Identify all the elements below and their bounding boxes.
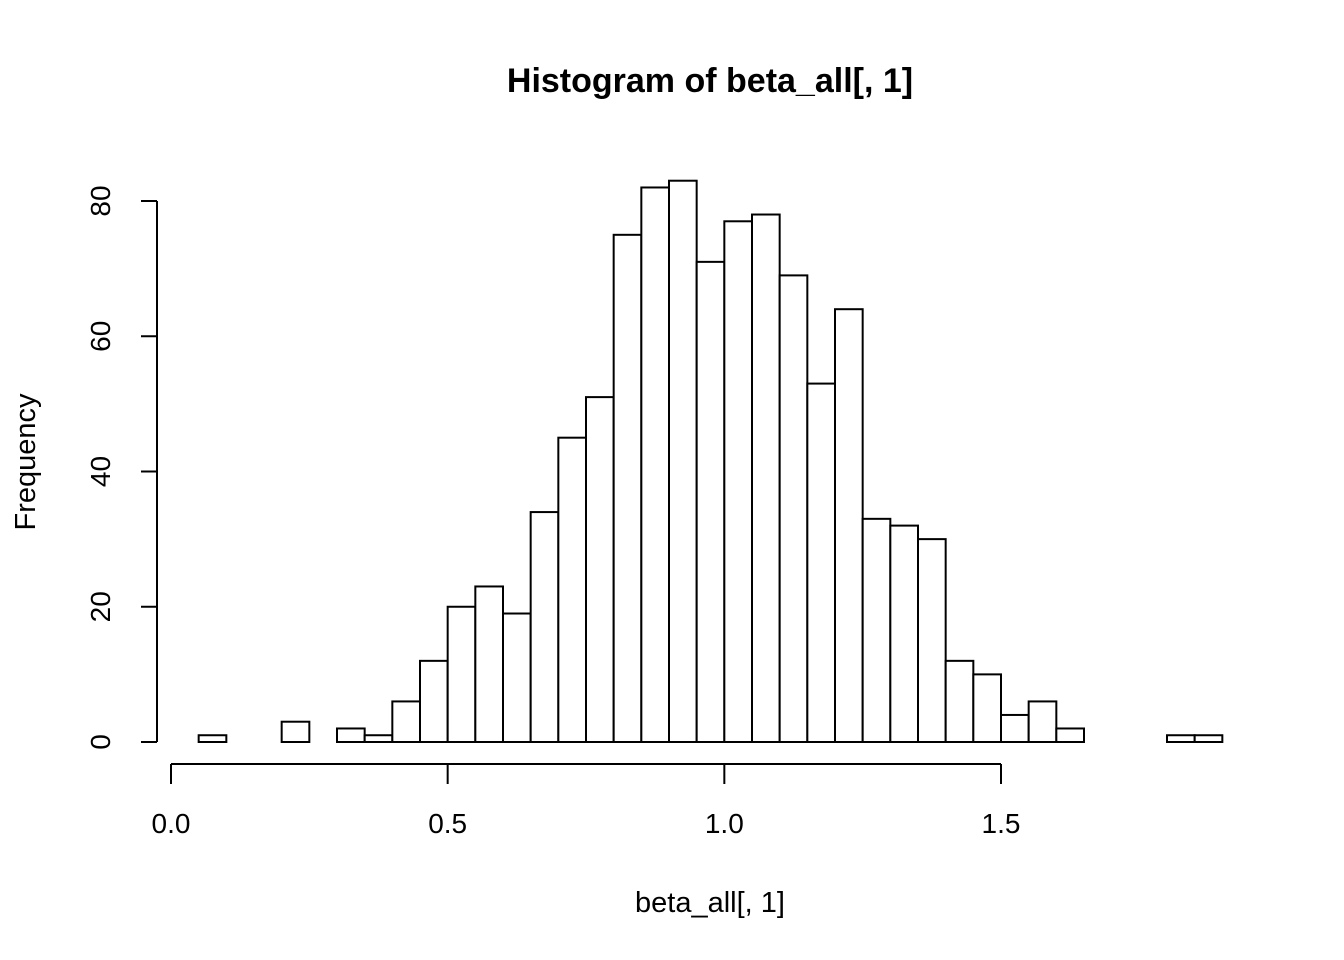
- histogram-bar: [1055, 727, 1086, 743]
- y-axis: 0 20 40 60 80: [85, 185, 158, 750]
- x-tick-label: 1.0: [705, 808, 744, 839]
- chart-title: Histogram of beta_all[, 1]: [507, 62, 913, 100]
- histogram-bar: [695, 260, 726, 743]
- histogram-bar: [751, 213, 781, 743]
- y-ticks: 0 20 40 60 80: [85, 185, 157, 750]
- histogram-bar: [474, 585, 505, 744]
- histogram-bar: [612, 233, 643, 743]
- x-axis-label: beta_all[, 1]: [635, 887, 785, 919]
- histogram-bar: [668, 179, 698, 743]
- y-tick-label: 0: [85, 734, 116, 750]
- histogram-bar: [972, 673, 1002, 743]
- histogram-bar: [502, 612, 532, 744]
- y-tick-label: 40: [85, 456, 116, 487]
- histogram-bar: [889, 524, 919, 743]
- histogram-bar: [419, 659, 449, 743]
- histogram-bar: [336, 727, 366, 743]
- histogram-bar: [640, 186, 670, 744]
- y-axis-label: Frequency: [10, 393, 42, 531]
- histogram-bar: [585, 396, 615, 743]
- y-tick-label: 60: [85, 321, 116, 352]
- y-tick-label: 80: [85, 185, 116, 216]
- histogram-bar: [1193, 734, 1224, 743]
- histogram-bar: [1027, 700, 1058, 743]
- x-tick-label: 0.5: [428, 808, 467, 839]
- histogram-bar: [197, 734, 228, 743]
- x-tick-label: 1.5: [982, 808, 1021, 839]
- histogram-bar: [834, 308, 864, 743]
- x-tick-label: 0.0: [152, 808, 191, 839]
- histogram-bar: [778, 274, 809, 743]
- histogram-bar: [723, 220, 753, 744]
- x-axis: 0.0 0.5 1.0 1.5: [152, 763, 1021, 839]
- histogram-bar: [1000, 713, 1030, 744]
- histogram-bar: [944, 659, 975, 743]
- histogram-bar: [391, 700, 422, 743]
- histogram-bar: [529, 511, 560, 744]
- histogram-bar: [1166, 734, 1196, 743]
- y-tick-label: 20: [85, 591, 116, 622]
- histogram-bar: [557, 436, 587, 743]
- histogram-bars: [197, 179, 1224, 744]
- histogram-bar: [917, 538, 947, 743]
- x-ticks: 0.0 0.5 1.0 1.5: [152, 764, 1021, 839]
- histogram-bar: [446, 605, 477, 743]
- histogram-bar: [806, 382, 836, 743]
- histogram-bar: [363, 734, 394, 743]
- histogram-bar: [861, 517, 892, 744]
- histogram-bar: [280, 720, 311, 744]
